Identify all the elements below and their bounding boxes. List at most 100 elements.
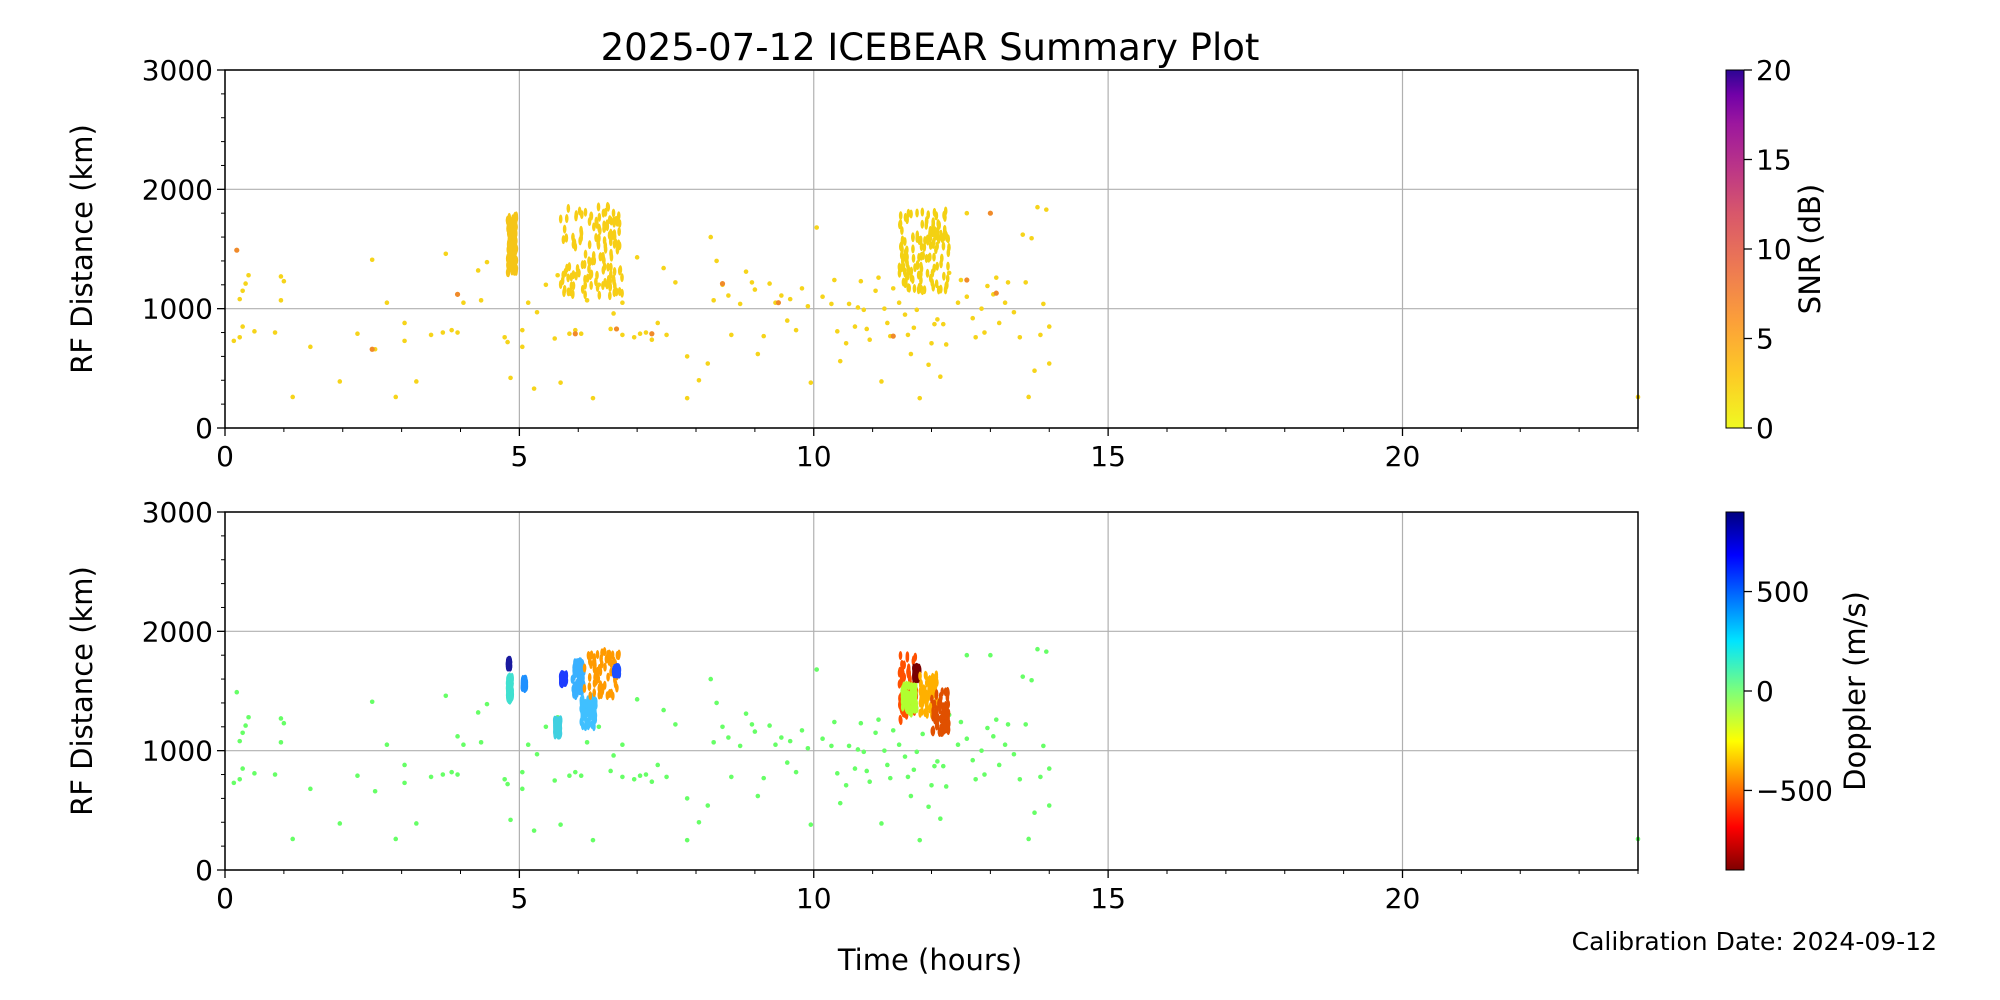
x-tick-label: 20 xyxy=(1385,882,1421,915)
data-point xyxy=(1017,777,1023,782)
cluster-mark xyxy=(579,233,584,243)
doppler-y-ticks: 0 1000 2000 3000 xyxy=(142,496,225,887)
data-point-accent xyxy=(719,281,726,287)
cluster-mark xyxy=(566,273,570,283)
data-point xyxy=(558,822,563,827)
data-point xyxy=(887,775,893,781)
y-tick-label: 2000 xyxy=(142,615,213,648)
data-point-accent xyxy=(613,326,620,332)
cluster-mark xyxy=(906,690,910,700)
data-point xyxy=(1041,743,1046,749)
data-point xyxy=(752,287,758,292)
cluster-mark xyxy=(583,290,587,300)
cluster-mark xyxy=(606,274,611,284)
cluster-mark xyxy=(586,699,590,709)
snr-x-ticks: 0 5 10 15 20 xyxy=(216,428,1639,473)
cluster-mark xyxy=(901,674,905,684)
snr-dense-clusters xyxy=(505,201,951,301)
x-tick-label: 5 xyxy=(510,882,528,915)
cluster-mark xyxy=(924,217,929,227)
data-point xyxy=(784,760,790,765)
data-point xyxy=(337,821,343,826)
data-point xyxy=(920,289,925,295)
data-point xyxy=(1035,204,1040,210)
data-point xyxy=(252,329,257,334)
data-point xyxy=(543,282,549,288)
cluster-mark xyxy=(609,262,613,272)
cluster-mark xyxy=(911,233,915,243)
cluster-mark xyxy=(598,252,603,262)
data-point xyxy=(835,329,840,334)
data-point xyxy=(1046,324,1052,329)
cluster-mark xyxy=(559,670,564,680)
colorbar-tick-label: 10 xyxy=(1756,233,1792,266)
data-point xyxy=(402,320,407,326)
cluster-mark xyxy=(602,680,607,690)
cluster-mark xyxy=(596,238,600,248)
cluster-mark xyxy=(589,211,593,221)
data-point xyxy=(290,836,296,842)
data-point xyxy=(402,338,407,344)
data-point xyxy=(243,281,248,286)
data-point xyxy=(558,380,563,385)
cluster-mark xyxy=(591,714,596,724)
data-point xyxy=(620,742,625,747)
data-point xyxy=(1046,766,1052,771)
cluster-mark xyxy=(934,279,939,289)
cluster-mark xyxy=(930,694,934,704)
data-point xyxy=(1029,677,1034,683)
cluster-mark xyxy=(574,271,578,281)
cluster-mark xyxy=(920,207,925,217)
cluster-mark xyxy=(897,268,902,278)
data-point xyxy=(911,325,917,331)
cluster-mark xyxy=(922,685,927,695)
cluster-mark xyxy=(602,262,607,272)
data-point xyxy=(555,272,560,278)
data-point xyxy=(705,803,711,808)
data-point xyxy=(867,337,872,342)
data-point xyxy=(246,272,251,278)
data-point xyxy=(761,775,767,781)
cluster-mark xyxy=(599,659,604,669)
cluster-mark xyxy=(571,281,576,291)
data-point xyxy=(634,697,640,702)
cluster-mark xyxy=(919,264,924,274)
doppler-colorbar-gradient xyxy=(1725,511,1745,871)
cluster-mark xyxy=(934,670,939,680)
data-point xyxy=(729,774,734,780)
cluster-mark xyxy=(589,280,593,290)
cluster-mark xyxy=(583,280,588,290)
data-point xyxy=(428,332,434,338)
data-point xyxy=(938,816,943,821)
cluster-mark xyxy=(586,651,591,661)
cluster-mark xyxy=(945,686,950,696)
data-point xyxy=(846,743,852,749)
data-point xyxy=(484,701,490,707)
data-point-accent xyxy=(369,346,375,352)
cluster-mark xyxy=(942,710,946,720)
data-point xyxy=(246,714,251,720)
cluster-mark xyxy=(620,288,624,298)
data-point xyxy=(908,793,914,799)
cluster-mark xyxy=(573,669,578,679)
y-tick-label: 0 xyxy=(195,412,213,445)
cluster-mark xyxy=(572,689,576,699)
cluster-mark xyxy=(571,232,575,242)
cluster-mark xyxy=(511,232,516,242)
cluster-mark xyxy=(589,269,594,279)
cluster-mark xyxy=(898,651,903,661)
cluster-mark xyxy=(586,721,591,731)
data-point xyxy=(278,274,284,279)
cluster-mark xyxy=(920,219,925,229)
data-point xyxy=(620,774,625,780)
cluster-mark xyxy=(509,240,514,250)
data-point xyxy=(673,280,678,285)
data-point xyxy=(876,717,881,722)
data-point xyxy=(873,730,878,736)
cluster-mark xyxy=(607,215,612,225)
data-point xyxy=(1044,649,1049,654)
cluster-mark xyxy=(899,242,903,252)
data-point xyxy=(973,777,978,782)
data-point xyxy=(958,277,964,283)
cluster-mark xyxy=(938,284,943,294)
